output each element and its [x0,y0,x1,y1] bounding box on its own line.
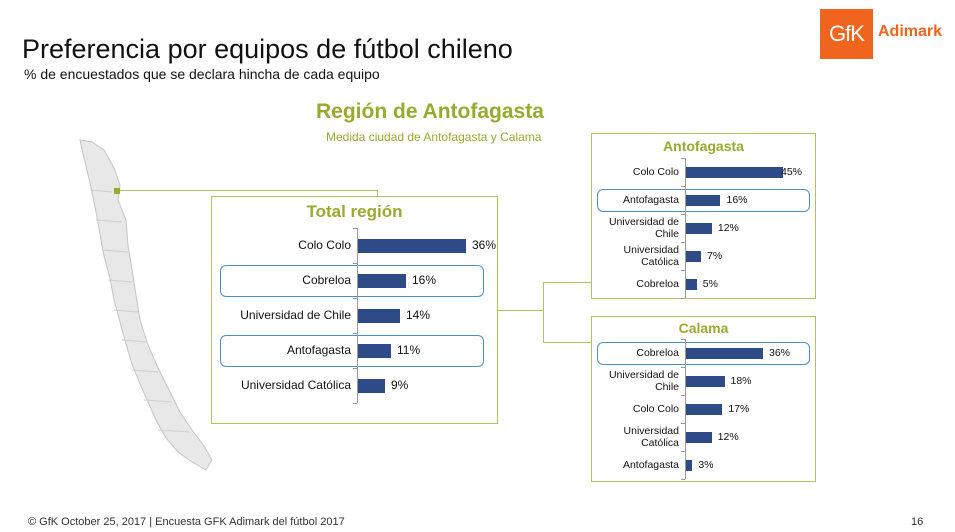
panel-connector-bottom [543,342,591,343]
page-subtitle: % de encuestados que se declara hincha d… [24,66,380,82]
category-label: Colo Colo [298,237,351,252]
antofagasta-marker [114,188,120,194]
page-number: 16 [911,516,924,528]
category-label: Colo Colo [632,166,679,178]
calama-panel: Calama Cobreloa 36% Universidad de Chile 18… [591,316,816,482]
value-label: 36% [769,346,791,359]
panel-connector-v [543,282,544,342]
value-label: 18% [730,374,752,387]
value-label: 36% [472,238,497,253]
axis-tick [681,158,685,159]
category-label: Cobreloa [636,278,679,290]
logo-text: Adimark [878,23,943,40]
bar-colo-colo [358,238,466,253]
highlight-box-antofagasta [220,334,484,367]
axis-tick [353,298,357,299]
category-label: Universidad de Chile [608,369,679,393]
category-label: Cobreloa [302,272,351,287]
logo-mark: GfK [820,9,873,59]
antofagasta-title: Antofagasta [663,138,744,154]
region-subtitle: Medida ciudad de Antofagasta y Calama [326,130,542,144]
highlight-box-cobreloa [597,341,810,365]
value-label: 11% [397,343,421,358]
region-title: Región de Antofagasta [316,100,544,123]
axis-tick [681,186,685,187]
highlight-box-antofagasta [597,188,810,212]
panel-connector-h [498,310,543,311]
axis-tick [681,214,685,215]
axis-tick [681,270,685,271]
antofagasta-panel: Antofagasta Colo Colo 45% Antofagasta 16% Un… [591,133,816,299]
value-label: 16% [726,193,748,206]
axis-tick [353,333,357,334]
panel-connector-top [543,282,591,283]
axis-tick [353,403,357,404]
page-title: Preferencia por equipos de fútbol chilen… [22,34,513,64]
category-label: Universidad Católica [623,244,679,268]
axis-tick [681,395,685,396]
chile-map-regions [89,189,191,433]
category-label: Cobreloa [636,347,679,359]
bar-universidad-de-chile [686,375,725,387]
value-label: 45% [781,165,803,178]
category-label: Universidad de Chile [608,216,679,240]
bar-colo-colo [686,403,723,415]
bar-cobreloa [686,278,697,290]
value-label: 5% [702,277,718,290]
calama-title: Calama [678,320,729,336]
value-label: 3% [698,458,714,471]
gfk-logo: GfK Adimark [820,9,946,59]
value-label: 17% [728,402,750,415]
category-label: Antofagasta [286,342,351,357]
axis-tick [681,339,685,340]
category-label: Universidad de Chile [240,307,351,322]
category-axis [685,158,686,298]
bar-universidad-de-chile [358,308,400,323]
total-region-title: Total región [306,202,403,221]
value-label: 14% [406,308,431,323]
bar-cobreloa [358,273,406,288]
axis-tick [681,479,685,480]
bar-colo-colo [686,166,783,178]
category-label: Universidad Católica [623,425,679,449]
axis-tick [681,423,685,424]
value-label: 12% [717,430,739,443]
map-connector [120,190,378,191]
axis-tick [681,298,685,299]
value-label: 7% [707,249,723,262]
bar-antofagasta [686,194,721,206]
bar-antofagasta [686,459,693,471]
bar-universidad-de-chile [686,222,712,234]
bar-universidad-catolica [686,250,702,262]
footer-text: © GfK October 25, 2017 | Encuesta GFK Ad… [28,516,345,528]
axis-tick [681,242,685,243]
category-label: Antofagasta [622,194,679,206]
category-label: Universidad Católica [240,377,351,392]
value-label: 12% [717,221,739,234]
bar-universidad-catolica [686,431,712,443]
value-label: 16% [412,273,437,288]
total-region-panel: Total región Colo Colo 36% Cobreloa 16% Univ… [211,196,498,424]
value-label: 9% [391,378,409,393]
bar-cobreloa [686,347,763,359]
bar-universidad-catolica [358,378,385,393]
axis-tick [681,451,685,452]
chile-map-shape [79,139,213,471]
bar-antofagasta [358,343,391,358]
axis-tick [681,367,685,368]
map-connector-drop [377,190,378,196]
axis-tick [353,368,357,369]
axis-tick [353,263,357,264]
category-axis [685,339,686,479]
axis-tick [353,228,357,229]
category-label: Antofagasta [622,459,679,471]
category-label: Colo Colo [632,403,679,415]
chile-map [79,139,213,471]
category-axis [357,228,358,403]
highlight-box-cobreloa [220,264,484,297]
